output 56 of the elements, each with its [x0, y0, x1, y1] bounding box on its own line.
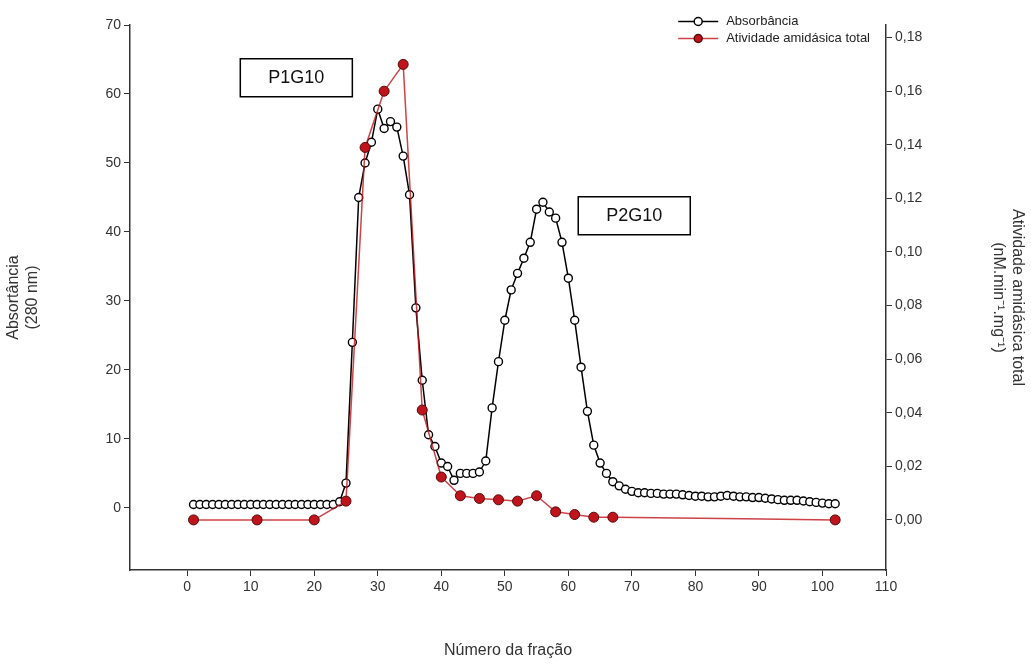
- x-tick-label: 70: [624, 578, 640, 595]
- y2-tick-label: 0,10: [895, 242, 923, 259]
- point: [454, 490, 466, 502]
- y2-axis-title: Atividade amidásica total (nM.min⁻¹.mg⁻¹): [990, 209, 1027, 386]
- x-tick-label: 0: [183, 578, 192, 595]
- point: [492, 494, 504, 506]
- y-tick-label: 40: [105, 222, 122, 239]
- point: [378, 85, 390, 97]
- y-tick-label: 70: [105, 15, 122, 32]
- point: [340, 495, 352, 507]
- point: [251, 514, 263, 526]
- point: [531, 490, 543, 502]
- x-tick-label: 60: [560, 578, 577, 595]
- point: [829, 514, 841, 526]
- y2-tick-label: 0,12: [895, 189, 923, 206]
- point: [308, 514, 320, 526]
- y2-tick-label: 0,04: [895, 403, 923, 420]
- point: [359, 141, 371, 153]
- y-tick-label: 20: [105, 360, 122, 377]
- x-tick-label: 100: [810, 578, 835, 595]
- x-tick-label: 20: [306, 578, 323, 595]
- legend-label: Atividade amidásica total: [726, 30, 871, 46]
- y2-tick-label: 0,00: [895, 510, 923, 527]
- point: [473, 492, 485, 504]
- point: [397, 58, 409, 70]
- point: [416, 404, 428, 416]
- x-tick-label: 40: [433, 578, 450, 595]
- y2-tick-label: 0,08: [895, 296, 923, 313]
- y-axis-title: Absortância (280 nm): [4, 255, 41, 340]
- point: [607, 511, 619, 523]
- point: [569, 509, 581, 521]
- annotation: P2G10: [606, 204, 663, 225]
- y2-tick-label: 0,14: [895, 135, 923, 152]
- y2-tick-label: 0,16: [895, 82, 923, 99]
- x-tick-label: 50: [497, 578, 513, 595]
- point: [588, 511, 600, 523]
- y2-tick-label: 0,02: [895, 457, 923, 474]
- y-tick-label: 10: [105, 429, 122, 446]
- x-axis-title: Número da fração: [443, 640, 573, 658]
- x-tick-label: 110: [874, 578, 898, 595]
- y-tick-label: 0: [113, 498, 122, 515]
- point: [550, 506, 562, 518]
- x-tick-label: 80: [687, 578, 704, 595]
- point: [435, 471, 447, 483]
- y-tick-label: 60: [105, 84, 122, 101]
- y-tick-label: 30: [105, 291, 122, 308]
- x-tick-label: 90: [751, 578, 767, 595]
- legend-label: Absorbância: [726, 13, 800, 29]
- x-tick-label: 10: [242, 578, 259, 595]
- y-tick-label: 50: [105, 153, 122, 170]
- point: [512, 495, 524, 507]
- annotation: P1G10: [268, 66, 325, 87]
- point: [188, 514, 200, 526]
- x-tick-label: 30: [369, 578, 386, 595]
- y2-tick-label: 0,18: [895, 28, 923, 45]
- y2-tick-label: 0,06: [895, 349, 923, 366]
